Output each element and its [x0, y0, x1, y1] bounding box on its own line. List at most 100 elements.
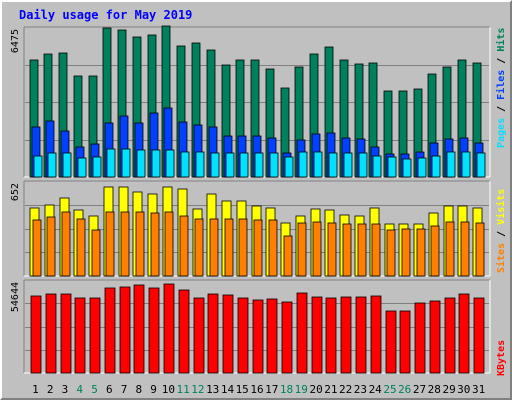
legend-panel1: Pages / Files / Hits [495, 28, 507, 148]
legend-hits: Hits [495, 28, 507, 52]
legend-kbytes: KBytes [496, 340, 507, 376]
sites-bar-28 [430, 225, 440, 277]
day-label-12: 12 [191, 383, 204, 396]
sites-bar-24 [371, 223, 381, 277]
kbytes-bar-21 [325, 297, 337, 374]
day-label-3: 3 [62, 383, 69, 396]
sites-bar-17 [268, 219, 278, 277]
pages-bar-8 [136, 149, 146, 178]
pages-bar-6 [106, 148, 116, 178]
kbytes-bar-11 [178, 289, 190, 374]
pages-bar-22 [343, 152, 353, 178]
pages-bar-30 [461, 151, 471, 178]
kbytes-bar-5 [89, 297, 101, 374]
kbytes-bar-22 [340, 296, 352, 374]
pages-bar-7 [121, 148, 131, 178]
day-label-9: 9 [150, 383, 157, 396]
day-label-21: 21 [324, 383, 337, 396]
sites-bar-21 [327, 222, 337, 277]
legend-visits: Visits [495, 189, 507, 225]
sites-bar-27 [416, 228, 426, 277]
day-label-29: 29 [442, 383, 455, 396]
legend-panel2: Sites / Visits [495, 189, 507, 273]
kbytes-bar-20 [311, 296, 323, 374]
sites-bar-11 [179, 215, 189, 277]
kbytes-bar-23 [355, 296, 367, 374]
day-label-5: 5 [91, 383, 98, 396]
kbytes-bar-17 [266, 298, 278, 374]
pages-bar-31 [476, 152, 486, 178]
kbytes-bar-31 [473, 297, 485, 374]
sites-bar-5 [91, 229, 101, 277]
day-label-16: 16 [250, 383, 263, 396]
pages-bar-24 [372, 155, 382, 178]
sites-bar-2 [46, 216, 56, 277]
sites-bar-22 [342, 223, 352, 277]
day-label-7: 7 [121, 383, 128, 396]
pages-bar-14 [225, 152, 235, 178]
legend-panel3: KBytes [496, 340, 507, 376]
day-label-31: 31 [472, 383, 485, 396]
kbytes-bar-14 [222, 294, 234, 374]
day-label-28: 28 [428, 383, 441, 396]
day-label-6: 6 [106, 383, 113, 396]
pages-bar-2 [47, 152, 57, 178]
kbytes-bar-28 [429, 300, 441, 374]
chart-title: Daily usage for May 2019 [19, 8, 192, 22]
pages-bar-25 [387, 156, 397, 178]
pages-bar-16 [254, 152, 264, 178]
kbytes-bar-12 [193, 297, 205, 374]
sites-bar-9 [150, 212, 160, 277]
kbytes-bar-24 [370, 295, 382, 374]
pages-bar-12 [195, 151, 205, 178]
pages-bar-17 [269, 152, 279, 178]
sites-bar-18 [283, 235, 293, 277]
day-label-17: 17 [265, 383, 278, 396]
day-label-30: 30 [457, 383, 470, 396]
sites-bar-23 [357, 223, 367, 277]
pages-bar-13 [210, 152, 220, 178]
sites-bar-3 [61, 211, 71, 277]
day-label-18: 18 [280, 383, 293, 396]
sites-bar-13 [209, 218, 219, 277]
day-label-10: 10 [162, 383, 175, 396]
pages-bar-28 [431, 155, 441, 178]
pages-bar-9 [151, 149, 161, 178]
kbytes-bar-25 [385, 310, 397, 374]
day-label-19: 19 [295, 383, 308, 396]
pages-bar-23 [358, 152, 368, 178]
kbytes-bar-30 [458, 293, 470, 374]
legend-separator: / [496, 100, 507, 118]
sites-bar-10 [164, 211, 174, 277]
day-label-4: 4 [76, 383, 83, 396]
legend-pages: Pages [496, 118, 507, 148]
kbytes-bar-6 [104, 287, 116, 374]
day-label-11: 11 [176, 383, 189, 396]
day-label-27: 27 [413, 383, 426, 396]
day-label-8: 8 [135, 383, 142, 396]
sites-bar-19 [297, 222, 307, 277]
pages-bar-19 [298, 151, 308, 178]
kbytes-bar-7 [119, 286, 131, 374]
pages-bar-15 [239, 152, 249, 178]
kbytes-bar-26 [399, 310, 411, 374]
pages-bar-10 [165, 149, 175, 178]
day-label-1: 1 [32, 383, 39, 396]
max-label-kbytes_panel: 54644 [10, 282, 21, 312]
kbytes-bar-1 [30, 295, 42, 374]
legend-files: Files [495, 70, 507, 100]
pages-bar-26 [402, 158, 412, 178]
sites-bar-29 [445, 221, 455, 277]
day-label-22: 22 [339, 383, 352, 396]
day-label-25: 25 [383, 383, 396, 396]
kbytes-bar-4 [74, 297, 86, 374]
pages-bar-5 [92, 156, 102, 178]
sites-bar-31 [475, 222, 485, 277]
legend-separator: / [496, 52, 507, 70]
kbytes-bar-3 [60, 293, 72, 374]
sites-bar-14 [224, 218, 234, 277]
max-label-hits_panel: 6475 [10, 29, 21, 53]
kbytes-bar-29 [444, 297, 456, 374]
pages-bar-3 [62, 152, 72, 178]
